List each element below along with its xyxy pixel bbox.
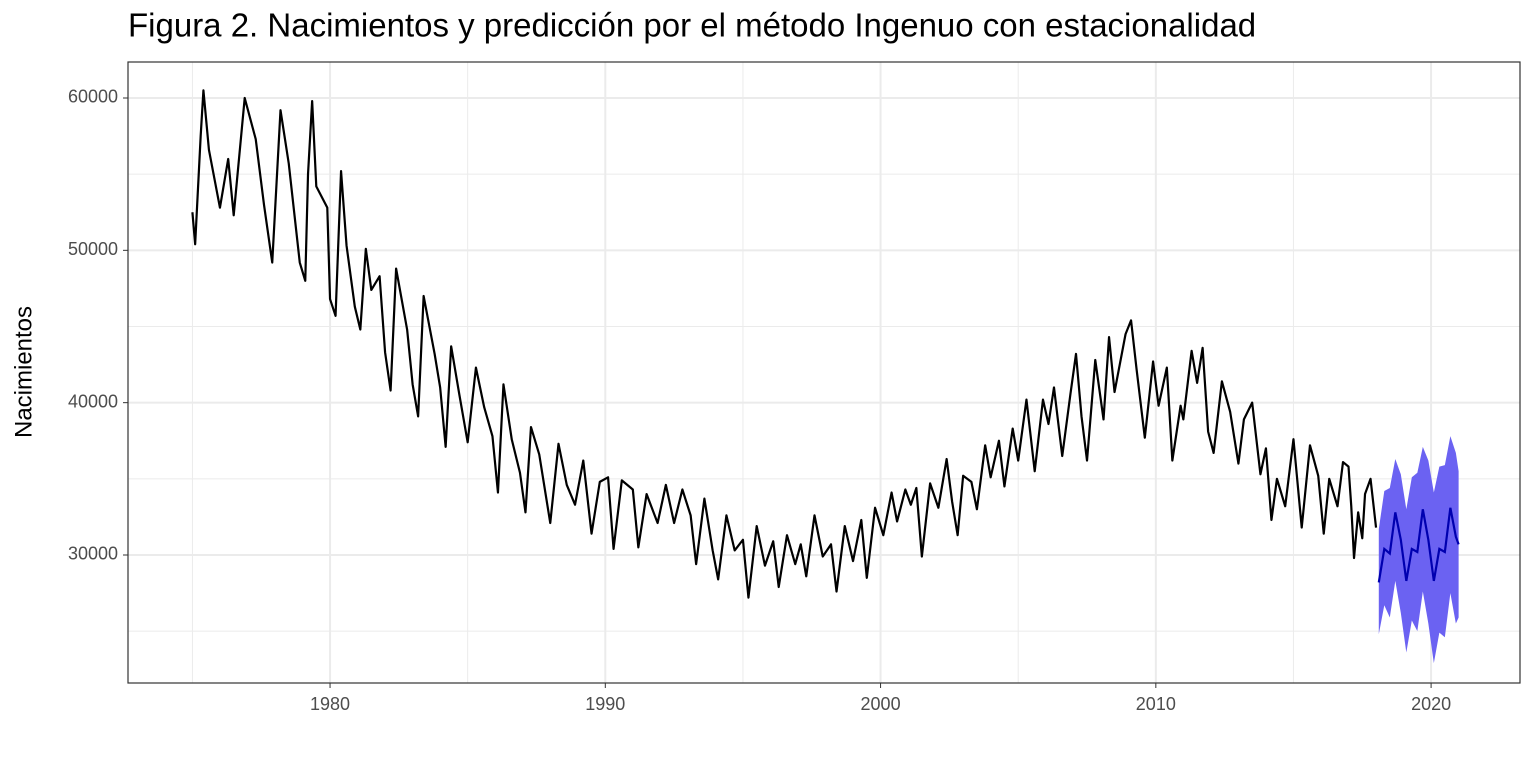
line (191, 89, 1378, 599)
x-tick-label: 1990 (585, 694, 625, 714)
chart-title: Figura 2. Nacimientos y predicción por e… (128, 7, 1256, 44)
x-tick-label: 2020 (1411, 694, 1451, 714)
panel-border (127, 61, 1521, 684)
y-tick-label: 40000 (68, 391, 118, 411)
x-tick-label: 1980 (310, 694, 350, 714)
y-tick-label: 30000 (68, 544, 118, 564)
forecast-line (1377, 507, 1460, 583)
x-tick-label: 2000 (861, 694, 901, 714)
x-tick-label: 2010 (1136, 694, 1176, 714)
y-tick-label: 60000 (68, 87, 118, 107)
y-tick-label: 50000 (68, 239, 118, 259)
y-axis-label: Nacimientos (10, 306, 37, 438)
